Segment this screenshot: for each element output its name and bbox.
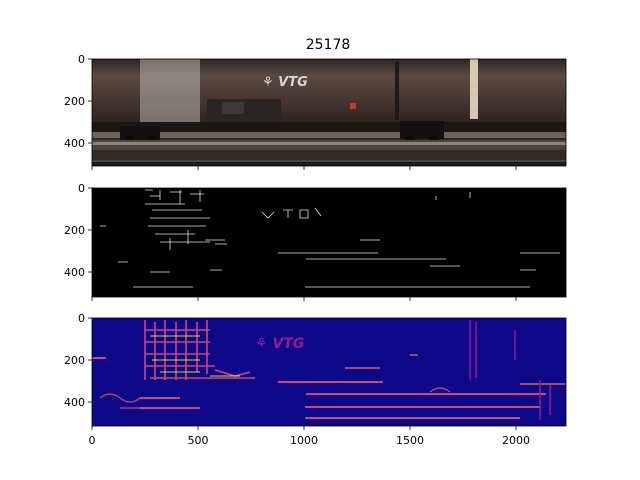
logo-vtg: ⚘ VTG [262,75,308,90]
figure-title: 25178 [306,37,351,53]
y-tick-label: 200 [64,95,85,108]
y-tick-label: 400 [64,396,85,409]
panel-original-image: ⚘ VTG 0 200 [64,53,567,170]
logo-vtg-edges: ⚘ VTG [255,336,304,352]
y-tick-label: 200 [64,354,85,367]
x-tick-label: 2000 [502,434,530,447]
edge-binary-image [92,188,566,297]
y-tick-label: 200 [64,224,85,237]
y-tick-label: 0 [78,182,85,195]
y-tick-label: 400 [64,137,85,150]
x-tick-label: 1500 [396,434,424,447]
y-tick-label: 0 [78,312,85,325]
x-axis [91,166,517,170]
y-axis: 0 200 400 [64,182,92,279]
axes-frame [91,187,567,298]
x-tick-label: 500 [188,434,209,447]
axes-frame [91,58,567,167]
y-tick-label: 0 [78,53,85,66]
axes-frame [91,317,567,427]
panel-edge-binary: 0 200 400 [64,182,567,301]
x-tick-label: 1000 [290,434,318,447]
edge-magnitude-image: ⚘ VTG [92,318,566,426]
x-axis [91,297,517,301]
panel-edge-magnitude: ⚘ VTG 0 200 400 [64,312,567,447]
original-photo: ⚘ VTG [92,59,566,166]
x-tick-label: 0 [89,434,96,447]
y-tick-label: 400 [64,266,85,279]
y-axis: 0 200 400 [64,53,92,150]
x-axis: 0 500 1000 1500 2000 [89,426,530,447]
y-axis: 0 200 400 [64,312,92,409]
